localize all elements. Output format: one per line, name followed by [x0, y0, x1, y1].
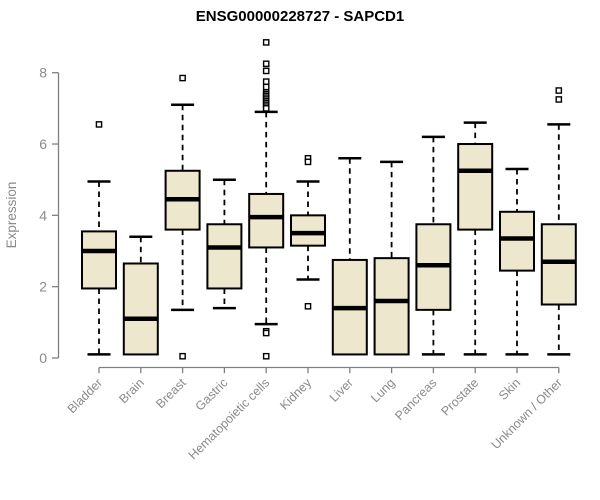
y-tick-label-8: 8	[39, 65, 47, 81]
y-axis-label: Expression	[4, 182, 19, 249]
outlier-hematopoietic-cells-14	[262, 105, 270, 112]
box-prostate	[457, 143, 494, 231]
box-lung	[373, 257, 410, 356]
y-tick-label-2: 2	[39, 279, 47, 295]
x-tick-label-pancreas: Pancreas	[392, 376, 439, 423]
x-tick-label-skin: Skin	[496, 376, 523, 403]
x-tick-label-breast: Breast	[153, 375, 189, 411]
x-tick-label-hematopoietic-cells: Hematopoietic cells	[186, 376, 273, 463]
outlier-breast-1	[179, 352, 186, 360]
x-tick-label-group-pancreas: Pancreas	[392, 376, 439, 423]
x-tick-label-lung: Lung	[368, 376, 398, 406]
outlier-unknown-other-0	[555, 87, 563, 94]
outlier-bladder-0	[95, 121, 103, 128]
outlier-unknown-other-1	[555, 96, 563, 103]
x-tick-label-group-lung: Lung	[368, 376, 398, 406]
box-kidney	[290, 214, 326, 247]
x-tick-label-kidney: Kidney	[277, 375, 314, 412]
chart-title: ENSG00000228727 - SAPCD1	[196, 8, 404, 25]
x-tick-label-prostate: Prostate	[438, 376, 481, 419]
x-tick-label-group-bladder: Bladder	[65, 376, 105, 416]
outlier-kidney-2	[304, 302, 312, 310]
x-tick-label-group-liver: Liver	[327, 376, 356, 405]
outlier-kidney-1	[304, 158, 312, 166]
box-brain	[122, 262, 159, 356]
outlier-hematopoietic-cells-16	[262, 329, 270, 337]
x-tick-label-group-gastric: Gastric	[193, 376, 231, 414]
outlier-hematopoietic-cells-2	[262, 67, 270, 75]
y-tick-label-0: 0	[39, 350, 47, 366]
outlier-hematopoietic-cells-0	[262, 39, 270, 46]
x-tick-label-group-brain: Brain	[116, 376, 147, 407]
outlier-hematopoietic-cells-17	[262, 352, 270, 360]
x-tick-label-group-hematopoietic-cells: Hematopoietic cells	[186, 376, 273, 463]
x-tick-label-group-kidney: Kidney	[277, 375, 314, 412]
plot-area: 0 2 4 6 8 Bladder Brain Breast GastricHematopoie…	[39, 39, 577, 463]
y-tick-label-6: 6	[39, 136, 47, 152]
x-tick-label-brain: Brain	[116, 376, 147, 407]
x-tick-label-group-unknown-other: Unknown / Other	[489, 376, 565, 452]
x-tick-label-bladder: Bladder	[65, 376, 105, 416]
x-tick-label-gastric: Gastric	[193, 376, 231, 414]
box-gastric	[206, 223, 243, 290]
box-bladder	[81, 230, 117, 290]
x-tick-label-liver: Liver	[327, 376, 356, 405]
x-tick-label-unknown-other: Unknown / Other	[489, 376, 565, 452]
box-skin	[499, 210, 535, 272]
y-tick-label-4: 4	[39, 207, 47, 223]
outlier-hematopoietic-cells-1	[262, 60, 270, 68]
x-tick-label-group-prostate: Prostate	[438, 376, 481, 419]
outlier-hematopoietic-cells-3	[262, 78, 270, 85]
x-tick-label-group-breast: Breast	[153, 375, 189, 411]
outlier-breast-0	[179, 74, 186, 82]
box-unknown-other	[540, 223, 577, 306]
box-hematopoietic-cells	[248, 192, 285, 249]
outlier-hematopoietic-cells-4	[262, 83, 270, 91]
x-tick-label-group-skin: Skin	[496, 376, 523, 403]
